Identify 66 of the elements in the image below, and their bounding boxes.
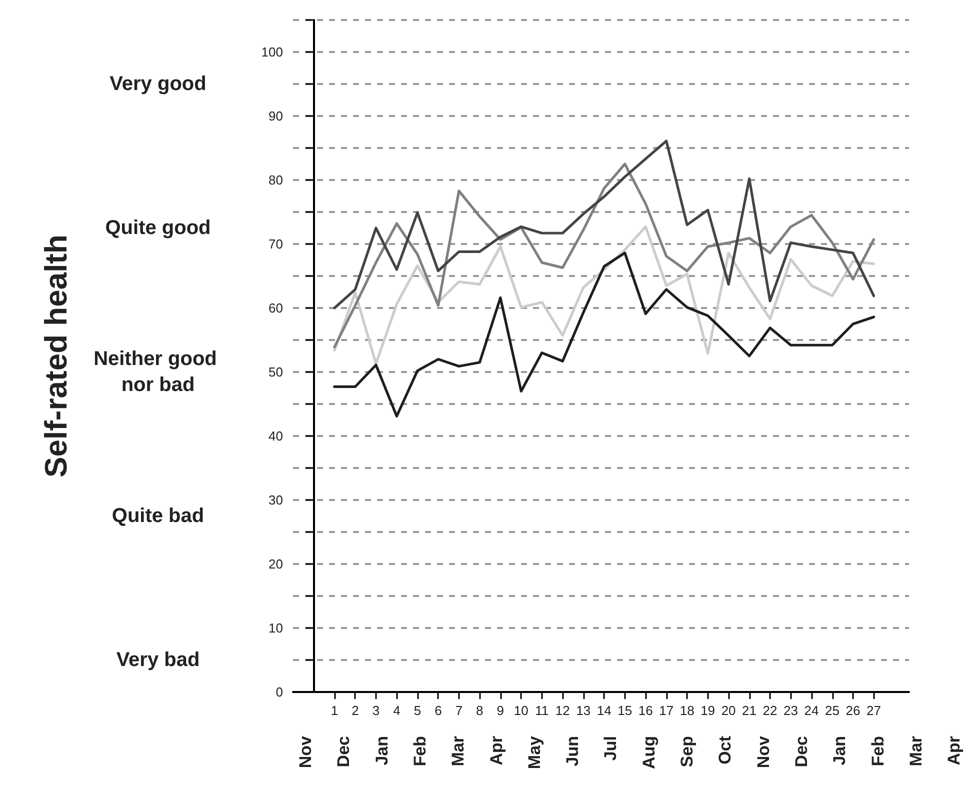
y-tick-label: 60 (268, 300, 283, 316)
text: Nov (296, 735, 315, 768)
text: Apr (944, 736, 964, 766)
text: Mar (448, 736, 468, 766)
text: Quite good (105, 217, 211, 239)
text: Very good (110, 73, 206, 95)
x-tick-label: 27 (866, 703, 881, 718)
text: Very bad (116, 649, 200, 671)
text: Apr (486, 736, 506, 766)
x-tick-label: 10 (514, 703, 528, 718)
y-tick-label: 20 (268, 556, 283, 572)
x-tick-label: 21 (742, 703, 757, 718)
x-tick-label: 25 (825, 703, 840, 718)
x-tick-label: 6 (434, 703, 442, 718)
y-tick-label: 100 (261, 44, 283, 60)
text: Jun (563, 736, 582, 766)
y-tick-label: 40 (268, 428, 283, 444)
x-tick-label: 22 (762, 703, 778, 718)
x-tick-label: 4 (393, 703, 400, 718)
x-tick-label: 23 (784, 703, 798, 718)
y-tick-label: 70 (268, 236, 283, 252)
text: Dec (792, 736, 812, 768)
x-tick-label: 3 (372, 703, 380, 718)
x-tick-label: 18 (680, 703, 694, 718)
line-series (333, 225, 876, 365)
y-tick-label: 90 (268, 108, 283, 124)
text: Jul (601, 736, 620, 761)
x-tick-label: 15 (618, 703, 632, 718)
text: Feb (410, 736, 430, 766)
text: Sep (678, 736, 697, 768)
text: Feb (868, 736, 888, 766)
y-tick-label: 80 (268, 172, 283, 188)
x-tick-label: 7 (455, 703, 463, 718)
x-tick-label: 13 (576, 703, 591, 718)
text: Self-rated health (38, 234, 74, 478)
text: Neither good nor bad (94, 348, 222, 396)
text: Quite bad (112, 505, 204, 527)
text: Dec (334, 736, 354, 768)
text: Mar (906, 736, 926, 766)
text: May (524, 735, 544, 770)
x-tick-label: 5 (414, 703, 422, 718)
x-tick-label: 1 (330, 703, 338, 718)
x-tick-label: 19 (700, 703, 716, 718)
x-tick-label: 14 (596, 703, 612, 718)
y-tick-label: 50 (268, 364, 283, 380)
y-tick-label: 30 (268, 492, 283, 508)
text: Nov (754, 735, 773, 768)
x-tick-label: 16 (638, 703, 653, 718)
x-tick-label: 2 (352, 703, 359, 718)
x-tick-label: 26 (846, 703, 860, 718)
text: Jan (372, 736, 392, 766)
x-tick-label: 8 (476, 703, 484, 718)
x-tick-label: 12 (555, 703, 570, 718)
x-tick-label: 9 (496, 703, 504, 718)
x-tick-label: 20 (721, 703, 736, 718)
text: Oct (716, 736, 735, 764)
line-series (333, 252, 876, 418)
text: Aug (639, 736, 658, 770)
line-series (333, 162, 876, 348)
y-tick-label: 10 (268, 620, 283, 636)
x-tick-label: 24 (804, 703, 819, 718)
line-series (333, 140, 876, 310)
x-tick-label: 17 (659, 703, 674, 718)
x-tick-label: 11 (535, 703, 549, 718)
text: Jan (830, 736, 850, 766)
y-tick-label: 0 (276, 684, 283, 700)
